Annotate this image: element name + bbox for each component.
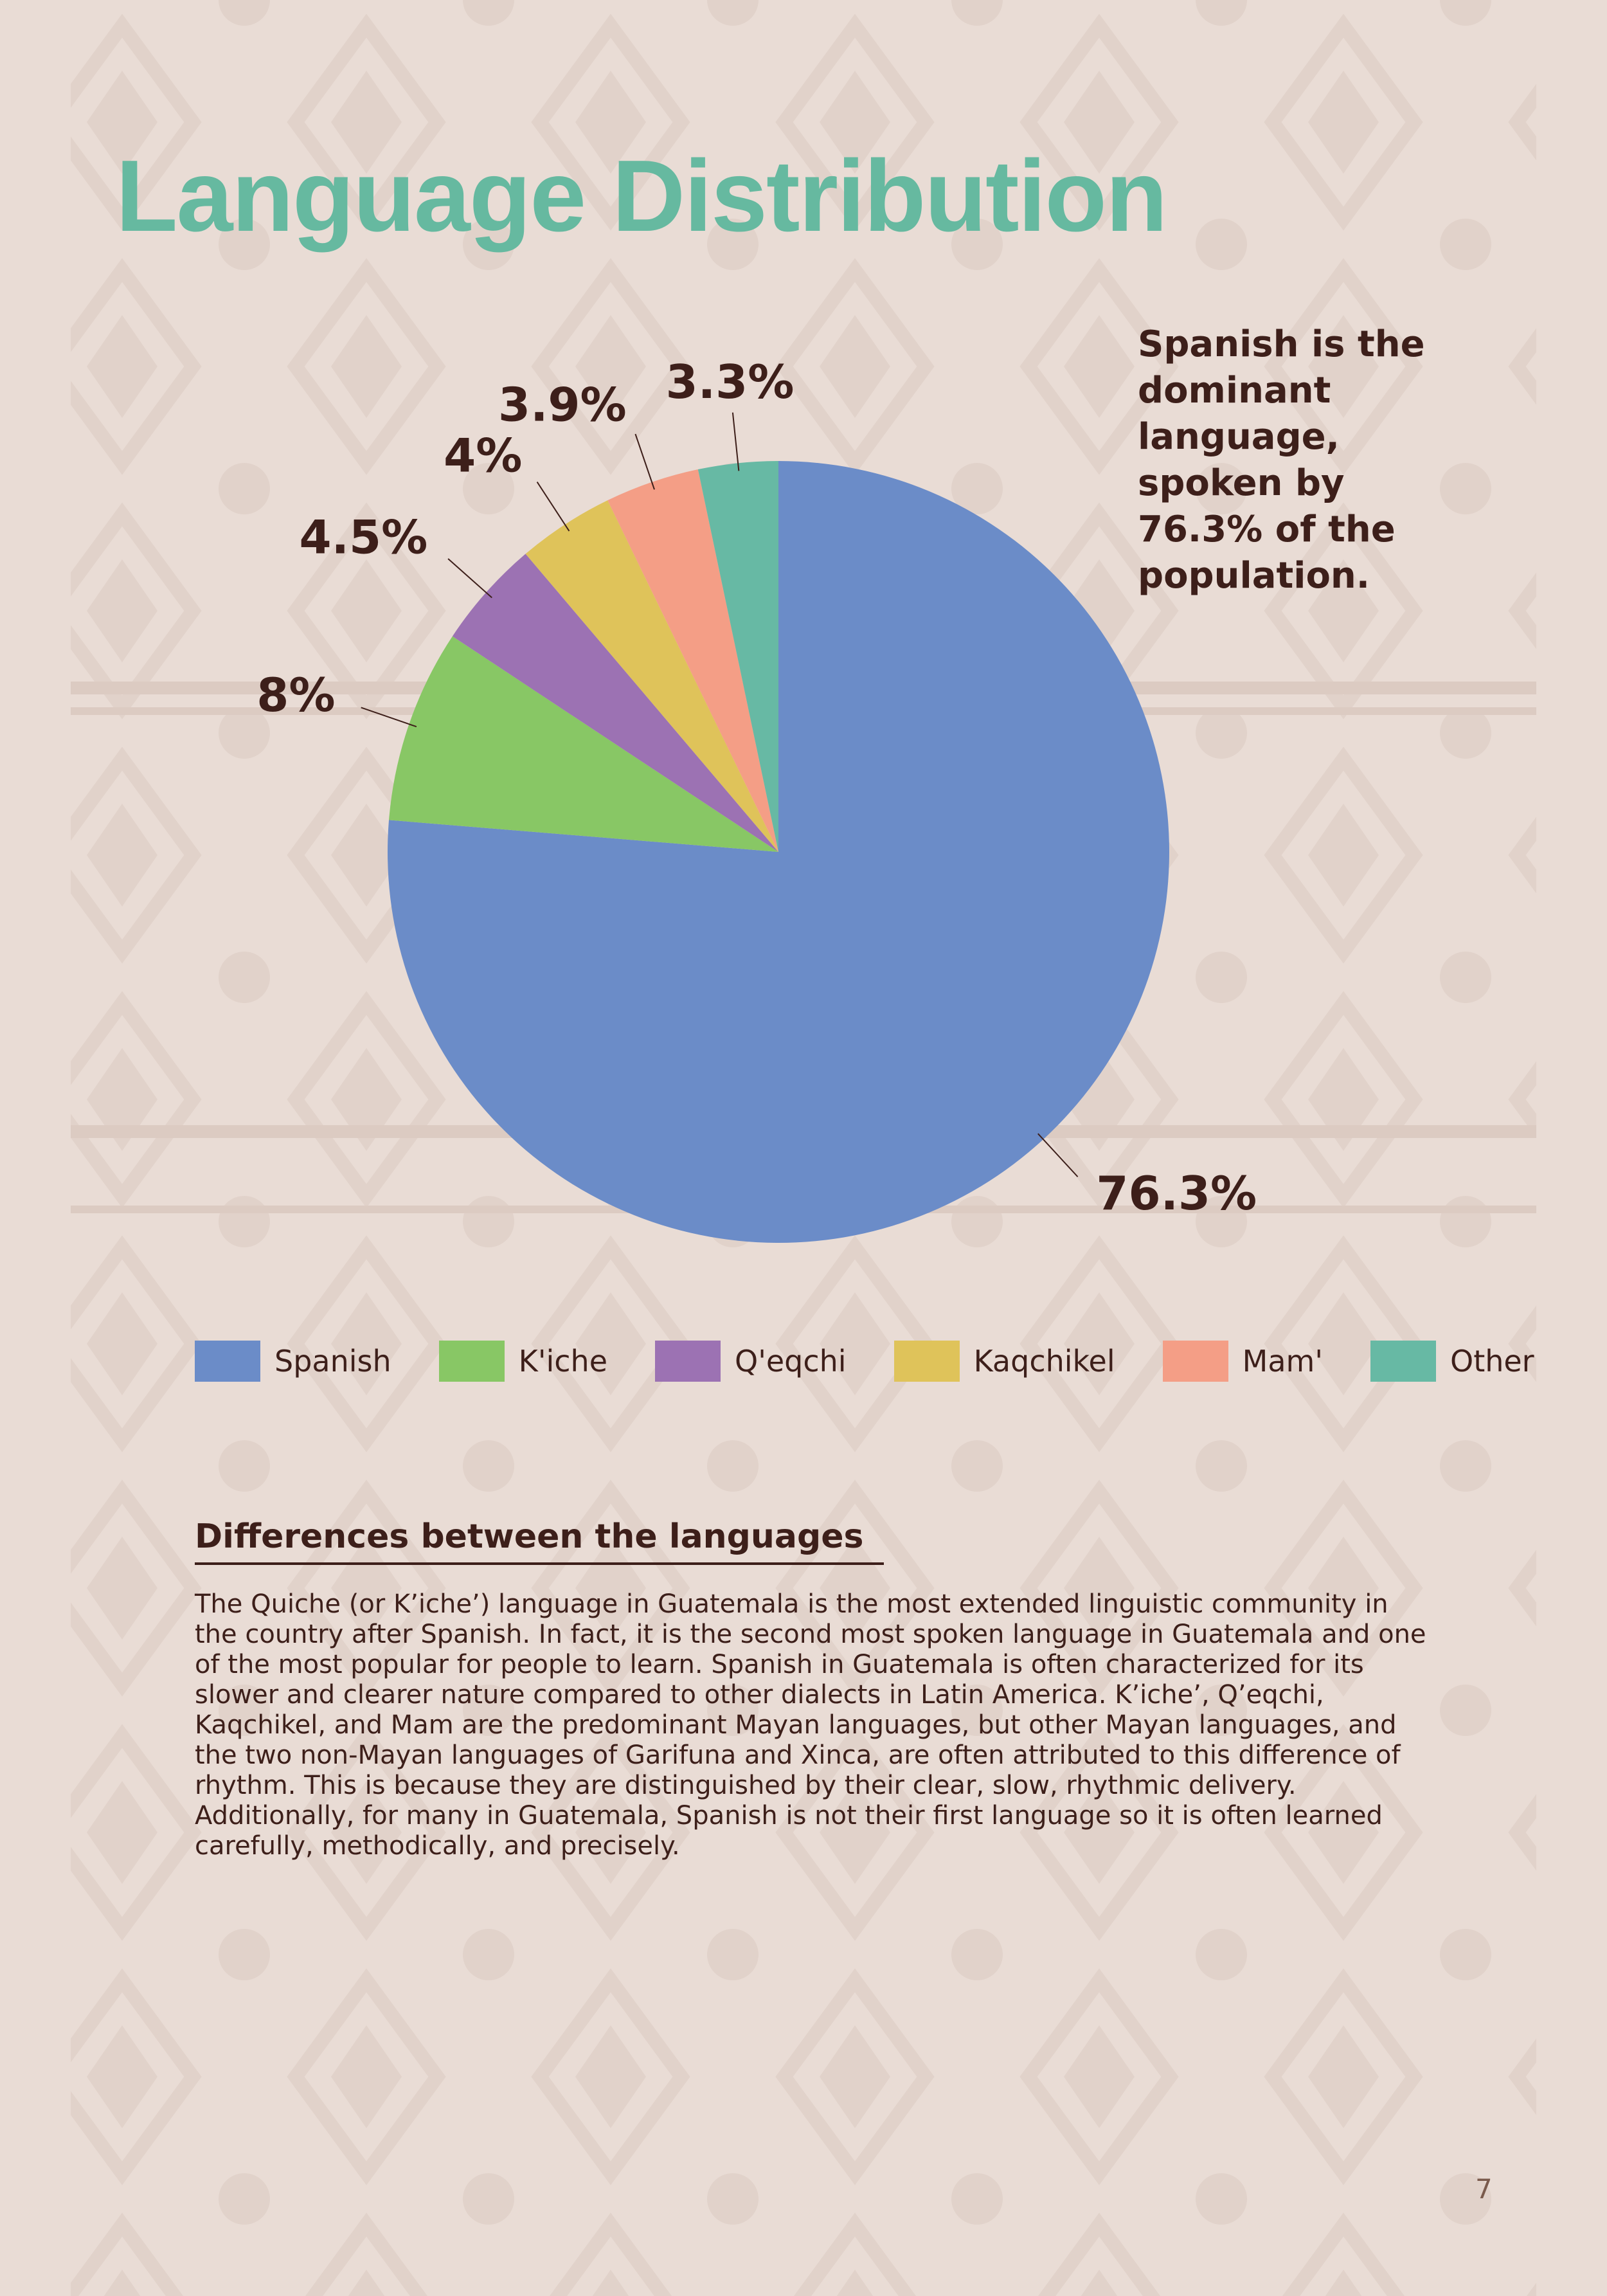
page-number: 7 (1475, 2173, 1493, 2205)
legend-item: Kaqchikel (893, 1341, 1115, 1382)
legend-swatch (655, 1341, 721, 1382)
legend-item: Spanish (195, 1341, 391, 1382)
pie-slice (607, 469, 778, 852)
leader-line (447, 558, 492, 599)
legend: Spanish K'iche Q'eqchi Kaqchikel Mam' Other (195, 1341, 1582, 1382)
data-label: 76.3% (1096, 1166, 1257, 1220)
leader-line (536, 482, 570, 532)
leader-line (1037, 1133, 1079, 1177)
pie-slice (389, 636, 778, 852)
section-heading: Differences between the languages (195, 1517, 884, 1565)
legend-item: K'iche (438, 1341, 607, 1382)
legend-item: Q'eqchi (655, 1341, 847, 1382)
data-label: 3.3% (666, 355, 795, 409)
legend-label: Spanish (274, 1344, 391, 1379)
legend-swatch (1370, 1341, 1436, 1382)
data-label: 4.5% (300, 510, 428, 564)
legend-swatch (893, 1341, 960, 1382)
section-body: The Quiche (or K’iche’) language in Guat… (195, 1589, 1426, 1861)
pie-slice (697, 461, 778, 852)
leader-line (361, 707, 417, 728)
legend-label: Kaqchikel (973, 1344, 1115, 1379)
legend-label: K'iche (518, 1344, 607, 1379)
legend-item: Other (1370, 1341, 1534, 1382)
legend-swatch (438, 1341, 505, 1382)
chart-title: Language Distribution (116, 140, 1168, 253)
legend-swatch (1162, 1341, 1228, 1382)
leader-line (732, 412, 740, 471)
legend-label: Mam' (1242, 1344, 1323, 1379)
leader-line (634, 433, 655, 490)
data-label: 4% (444, 428, 522, 482)
legend-swatch (195, 1341, 260, 1382)
legend-item: Mam' (1162, 1341, 1323, 1382)
pie-slice (525, 500, 778, 852)
pie-slice (452, 554, 778, 852)
legend-label: Q'eqchi (735, 1344, 847, 1379)
annotation: Spanish is the dominant language, spoken… (1138, 323, 1425, 597)
data-label: 8% (256, 668, 335, 722)
legend-label: Other (1450, 1344, 1534, 1379)
data-label: 3.9% (498, 377, 627, 431)
